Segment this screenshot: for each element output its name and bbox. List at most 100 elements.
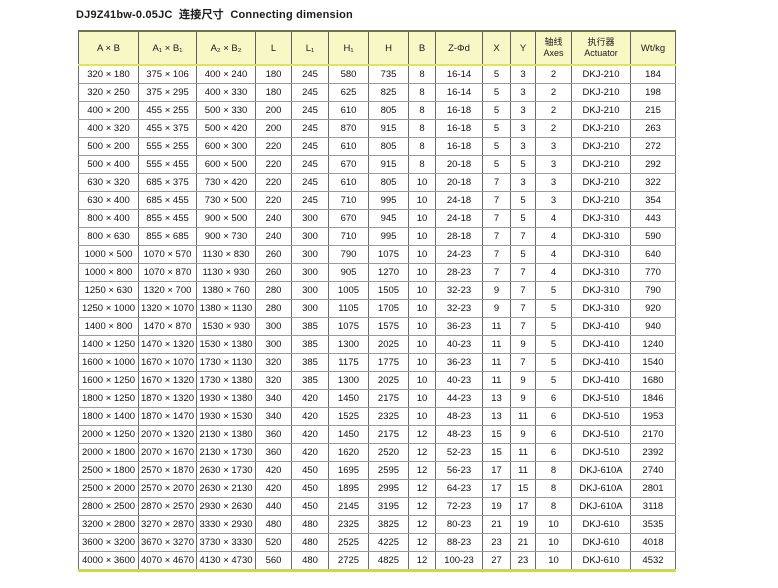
table-cell: 1300 <box>328 371 369 390</box>
table-cell: 6 <box>535 389 572 408</box>
table-cell: 500 × 330 <box>196 101 256 120</box>
table-cell: 12 <box>408 443 436 462</box>
table-cell: 480 <box>291 551 329 572</box>
table-cell: 735 <box>368 64 409 84</box>
table-cell: 340 <box>255 389 292 408</box>
table-cell: 5 <box>535 317 572 336</box>
table-cell: 3730 × 3330 <box>196 533 256 552</box>
table-cell: 2595 <box>368 461 409 480</box>
table-cell: 215 <box>630 101 676 120</box>
table-cell: DKJ-610 <box>571 515 631 534</box>
table-cell: 7 <box>482 191 511 210</box>
table-cell: 685 × 455 <box>138 191 197 210</box>
table-cell: DKJ-510 <box>571 425 631 444</box>
table-cell: 1320 × 700 <box>138 281 197 300</box>
connecting-dimension-table: A × B A₁ × B₁ A₂ × B₂ L L₁ H₁ H B Z-Φd X Y 轴线 Axes 执行… <box>78 30 676 572</box>
table-cell: 1800 × 1400 <box>78 407 139 426</box>
table-cell: 2130 × 1730 <box>196 443 256 462</box>
table-row: 800 × 400 855 × 455 900 × 500 240 300 670 945 1… <box>78 209 676 228</box>
table-cell: 630 × 320 <box>78 173 139 192</box>
column-header-actuator: 执行器 Actuator <box>571 30 631 66</box>
table-cell: 2 <box>535 83 572 102</box>
table-cell: 1730 × 1380 <box>196 371 256 390</box>
table-cell: 16-18 <box>435 137 483 156</box>
table-cell: 360 <box>255 425 292 444</box>
table-cell: 292 <box>630 155 676 174</box>
table-cell: 1680 <box>630 371 676 390</box>
table-cell: 2800 × 2500 <box>78 497 139 516</box>
table-cell: 770 <box>630 263 676 282</box>
table-cell: 13 <box>482 389 511 408</box>
table-cell: 245 <box>291 83 329 102</box>
table-cell: 5 <box>535 353 572 372</box>
table-cell: 4532 <box>630 551 676 572</box>
table-cell: 10 <box>408 299 436 318</box>
table-cell: 8 <box>535 461 572 480</box>
table-row: 320 × 250 375 × 295 400 × 330 180 245 625 825 8… <box>78 83 676 102</box>
table-row: 1000 × 500 1070 × 570 1130 × 830 260 300 790 1… <box>78 245 676 264</box>
table-row: 3600 × 3200 3670 × 3270 3730 × 3330 520 480 2… <box>78 533 676 552</box>
table-row: 500 × 400 555 × 455 600 × 500 220 245 670 915 8… <box>78 155 676 174</box>
table-cell: 1800 × 1250 <box>78 389 139 408</box>
table-cell: 2025 <box>368 335 409 354</box>
table-cell: 354 <box>630 191 676 210</box>
table-cell: 1105 <box>328 299 369 318</box>
table-cell: 300 <box>291 299 329 318</box>
table-cell: 945 <box>368 209 409 228</box>
table-row: 4000 × 3600 4070 × 4670 4130 × 4730 560 480 2… <box>78 551 676 572</box>
table-cell: 2725 <box>328 551 369 572</box>
table-cell: 5 <box>535 281 572 300</box>
table-cell: 1525 <box>328 407 369 426</box>
table-cell: 300 <box>291 245 329 264</box>
table-cell: 11 <box>482 335 511 354</box>
table-cell: 300 <box>255 317 292 336</box>
table-cell: 15 <box>482 443 511 462</box>
table-cell: 28-23 <box>435 263 483 282</box>
table-cell: 1930 × 1380 <box>196 389 256 408</box>
table-cell: 28-18 <box>435 227 483 246</box>
table-cell: 1505 <box>368 281 409 300</box>
table-cell: 2520 <box>368 443 409 462</box>
table-cell: 940 <box>630 317 676 336</box>
table-cell: 10 <box>535 515 572 534</box>
table-cell: DKJ-310 <box>571 227 631 246</box>
table-cell: 800 × 630 <box>78 227 139 246</box>
table-cell: 1070 × 870 <box>138 263 197 282</box>
table-cell: DKJ-610A <box>571 497 631 516</box>
table-cell: 2 <box>535 101 572 120</box>
table-cell: 730 × 420 <box>196 173 256 192</box>
table-cell: 2801 <box>630 479 676 498</box>
table-cell: 8 <box>535 497 572 516</box>
table-row: 2800 × 2500 2870 × 2570 2930 × 2630 440 450 2… <box>78 497 676 516</box>
table-cell: 40-23 <box>435 371 483 390</box>
table-cell: 2392 <box>630 443 676 462</box>
table-cell: 2025 <box>368 371 409 390</box>
table-cell: 3118 <box>630 497 676 516</box>
table-cell: 1000 × 800 <box>78 263 139 282</box>
table-cell: 3 <box>510 64 536 84</box>
table-cell: 52-23 <box>435 443 483 462</box>
table-cell: 360 <box>255 443 292 462</box>
table-row: 3200 × 2800 3270 × 2870 3330 × 2930 480 480 2… <box>78 515 676 534</box>
table-cell: 12 <box>408 425 436 444</box>
table-cell: 1670 × 1070 <box>138 353 197 372</box>
column-header-y: Y <box>510 30 536 66</box>
table-cell: 10 <box>408 209 436 228</box>
table-row: 800 × 630 855 × 685 900 × 730 240 300 710 995 1… <box>78 227 676 246</box>
column-header-zh-label: 执行器 <box>587 37 615 47</box>
table-cell: 480 <box>255 515 292 534</box>
table-cell: 3 <box>535 191 572 210</box>
table-cell: 322 <box>630 173 676 192</box>
table-cell: 11 <box>510 443 536 462</box>
table-cell: 1870 × 1470 <box>138 407 197 426</box>
table-cell: 385 <box>291 317 329 336</box>
table-cell: 3270 × 2870 <box>138 515 197 534</box>
table-cell: 220 <box>255 173 292 192</box>
table-cell: 670 <box>328 209 369 228</box>
table-cell: 800 × 400 <box>78 209 139 228</box>
column-header-h1: H₁ <box>328 30 369 66</box>
table-cell: 1300 <box>328 335 369 354</box>
table-cell: 2500 × 2000 <box>78 479 139 498</box>
table-cell: 8 <box>408 155 436 174</box>
table-cell: 9 <box>482 299 511 318</box>
